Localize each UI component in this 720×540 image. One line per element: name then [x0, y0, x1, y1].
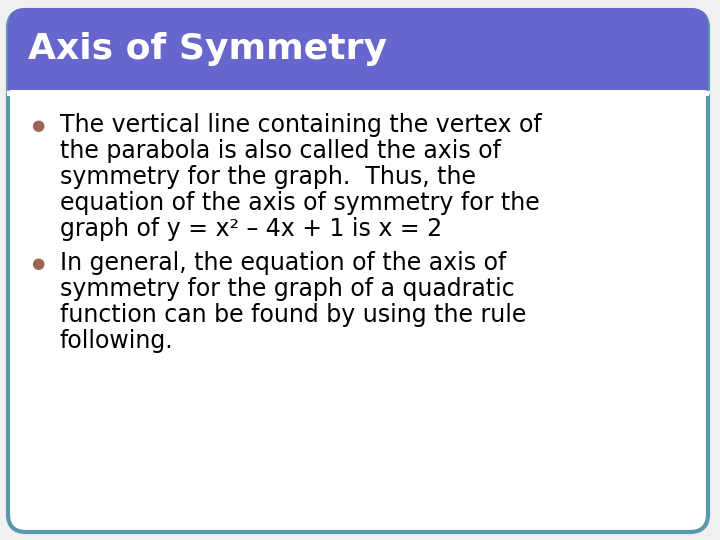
Text: In general, the equation of the axis of: In general, the equation of the axis of	[60, 251, 506, 275]
Text: function can be found by using the rule: function can be found by using the rule	[60, 303, 526, 327]
Text: equation of the axis of symmetry for the: equation of the axis of symmetry for the	[60, 191, 540, 215]
Text: symmetry for the graph.  Thus, the: symmetry for the graph. Thus, the	[60, 165, 476, 189]
Text: The vertical line containing the vertex of: The vertical line containing the vertex …	[60, 113, 541, 137]
Text: symmetry for the graph of a quadratic: symmetry for the graph of a quadratic	[60, 277, 515, 301]
Text: the parabola is also called the axis of: the parabola is also called the axis of	[60, 139, 501, 163]
Text: ●: ●	[32, 118, 45, 132]
Text: Axis of Symmetry: Axis of Symmetry	[28, 32, 387, 66]
Text: following.: following.	[60, 329, 174, 353]
FancyBboxPatch shape	[8, 10, 708, 532]
FancyBboxPatch shape	[8, 8, 708, 90]
Text: graph of y = x² – 4x + 1 is x = 2: graph of y = x² – 4x + 1 is x = 2	[60, 217, 442, 241]
Text: ●: ●	[32, 255, 45, 271]
FancyBboxPatch shape	[8, 50, 708, 90]
